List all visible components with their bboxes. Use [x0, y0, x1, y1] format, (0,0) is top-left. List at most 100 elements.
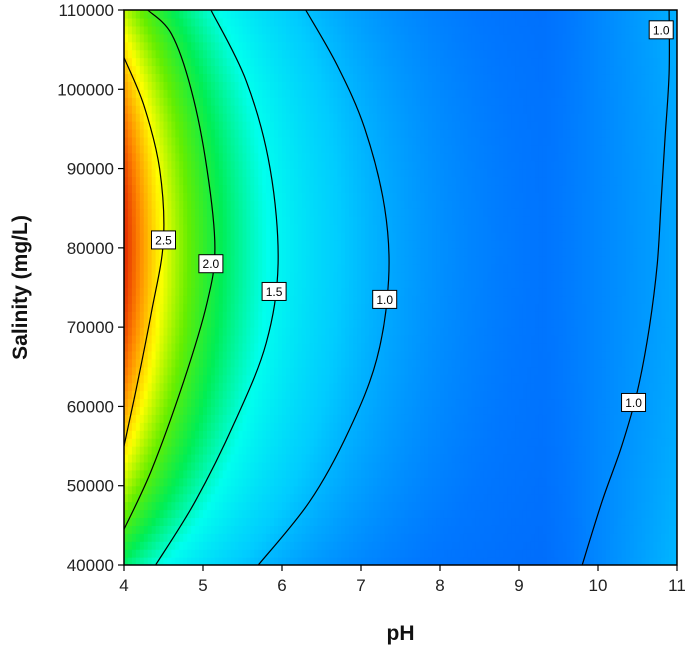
heatmap-cell	[289, 541, 295, 550]
heatmap-cell	[400, 485, 406, 495]
heatmap-cell	[163, 438, 169, 447]
heatmap-cell	[309, 430, 315, 439]
heatmap-cell	[250, 208, 255, 217]
heatmap-cell	[353, 541, 358, 550]
heatmap-cell	[400, 216, 406, 225]
heatmap-cell	[258, 208, 263, 217]
heatmap-cell	[274, 438, 279, 447]
heatmap-cell	[127, 81, 133, 90]
heatmap-cell	[246, 232, 251, 241]
heatmap-cell	[376, 358, 382, 368]
heatmap-cell	[159, 382, 165, 392]
heatmap-cell	[143, 152, 149, 162]
heatmap-cell	[230, 232, 236, 241]
heatmap-cell	[135, 192, 141, 201]
heatmap-cell	[317, 303, 323, 312]
heatmap-cell	[222, 160, 228, 170]
heatmap-cell	[285, 454, 291, 463]
heatmap-cell	[400, 422, 406, 431]
heatmap-cell	[139, 454, 145, 463]
heatmap-cell	[167, 247, 172, 257]
heatmap-cell	[167, 517, 172, 526]
heatmap-cell	[139, 461, 145, 471]
heatmap-cell	[361, 350, 366, 360]
heatmap-cell	[301, 517, 307, 526]
heatmap-cell	[285, 81, 291, 90]
heatmap-cell	[250, 152, 255, 162]
heatmap-cell	[159, 224, 165, 233]
heatmap-cell	[333, 105, 338, 114]
heatmap-cell	[242, 208, 248, 217]
heatmap-cell	[191, 287, 196, 297]
heatmap-cell	[242, 184, 248, 193]
heatmap-cell	[199, 121, 204, 130]
heatmap-cell	[357, 295, 362, 304]
heatmap-cell	[349, 97, 354, 106]
heatmap-cell	[187, 152, 192, 162]
heatmap-cell	[238, 390, 244, 400]
heatmap-cell	[404, 485, 409, 495]
heatmap-cell	[333, 65, 338, 75]
heatmap-cell	[230, 271, 236, 281]
heatmap-cell	[250, 121, 255, 130]
heatmap-cell	[151, 255, 157, 265]
heatmap-cell	[131, 406, 137, 415]
heatmap-cell	[254, 430, 259, 439]
heatmap-cell	[171, 224, 176, 233]
heatmap-cell	[282, 374, 287, 384]
heatmap-cell	[325, 430, 330, 439]
heatmap-cell	[155, 200, 161, 209]
heatmap-cell	[285, 33, 291, 43]
heatmap-cell	[230, 319, 236, 328]
heatmap-cell	[380, 208, 386, 217]
heatmap-cell	[135, 422, 141, 431]
heatmap-cell	[195, 327, 200, 336]
heatmap-cell	[321, 279, 327, 289]
heatmap-cell	[214, 374, 220, 384]
heatmap-cell	[195, 454, 200, 463]
heatmap-cell	[258, 287, 263, 297]
heatmap-cell	[143, 414, 149, 423]
heatmap-cell	[214, 382, 220, 392]
heatmap-cell	[329, 541, 334, 550]
heatmap-cell	[349, 327, 354, 336]
heatmap-cell	[301, 97, 307, 106]
heatmap-cell	[131, 57, 137, 67]
heatmap-cell	[305, 454, 311, 463]
heatmap-cell	[266, 485, 271, 495]
heatmap-cell	[203, 81, 208, 90]
heatmap-cell	[222, 501, 228, 511]
heatmap-cell	[372, 509, 378, 519]
heatmap-cell	[396, 358, 402, 368]
heatmap-cell	[361, 477, 366, 487]
heatmap-cell	[361, 49, 366, 59]
heatmap-cell	[124, 525, 129, 534]
heatmap-cell	[333, 176, 338, 186]
heatmap-cell	[139, 422, 145, 431]
heatmap-cell	[270, 477, 275, 487]
heatmap-cell	[214, 73, 220, 82]
heatmap-cell	[242, 335, 248, 344]
heatmap-cell	[218, 485, 224, 495]
heatmap-cell	[262, 49, 267, 59]
heatmap-cell	[376, 461, 382, 471]
heatmap-cell	[266, 239, 271, 249]
heatmap-cell	[191, 239, 196, 249]
heatmap-cell	[163, 509, 169, 519]
heatmap-cell	[139, 128, 145, 138]
heatmap-cell	[191, 454, 196, 463]
heatmap-cell	[175, 327, 180, 336]
heatmap-cell	[167, 89, 172, 98]
heatmap-cell	[222, 406, 228, 415]
heatmap-cell	[380, 57, 386, 67]
heatmap-cell	[341, 541, 346, 550]
heatmap-cell	[131, 454, 137, 463]
heatmap-cell	[337, 200, 342, 209]
heatmap-cell	[313, 438, 319, 447]
heatmap-cell	[124, 97, 129, 106]
heatmap-cell	[353, 517, 358, 526]
heatmap-cell	[388, 136, 394, 146]
heatmap-cell	[191, 382, 196, 392]
heatmap-cell	[230, 279, 236, 289]
heatmap-cell	[305, 105, 311, 114]
